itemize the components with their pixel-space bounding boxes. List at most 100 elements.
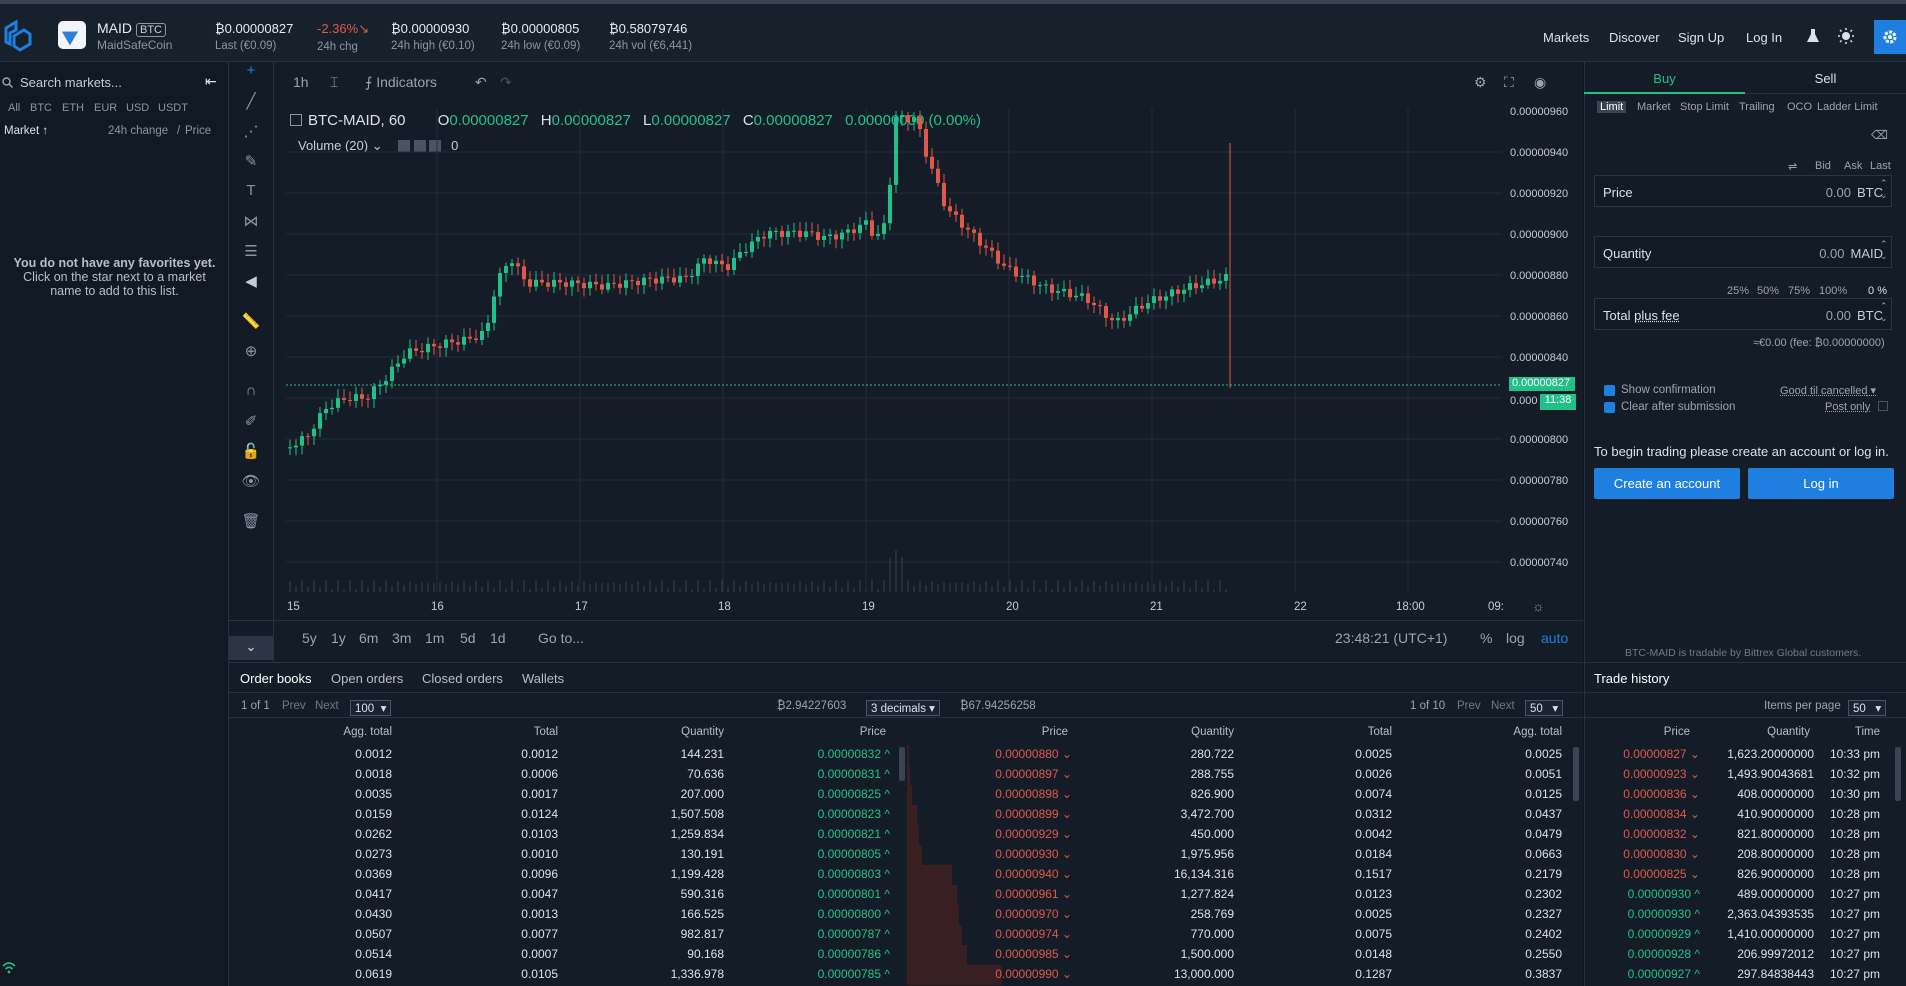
chevron-down-icon[interactable]: ⌄	[229, 636, 273, 660]
trade-col-quantity[interactable]: Quantity	[1767, 726, 1810, 738]
flask-icon[interactable]	[1806, 28, 1820, 44]
fullscreen-icon[interactable]: ⛶	[1504, 74, 1514, 90]
decimals-select[interactable]: 3 decimals ▾	[866, 700, 940, 716]
post-only-checkbox[interactable]	[1878, 401, 1888, 411]
quantity-stepper[interactable]: ⌃ ⌄	[1880, 239, 1888, 261]
range-5d[interactable]: 5d	[460, 630, 476, 646]
log-scale-toggle[interactable]: log	[1506, 630, 1525, 646]
order-book-row[interactable]: 0.0507 0.0077 982.817 0.00000787 ^ 0.0000097…	[229, 925, 1583, 945]
range-6m[interactable]: 6m	[359, 630, 379, 646]
filter-usdt[interactable]: USDT	[158, 102, 188, 114]
tab-wallets[interactable]: Wallets	[522, 671, 565, 686]
total-field[interactable]: Total plus fee 0.00 BTC	[1594, 298, 1892, 330]
lock-icon[interactable]: 🔓	[241, 443, 261, 460]
asks-scrollbar[interactable]	[1573, 747, 1579, 801]
ask-col-quantity[interactable]: Quantity	[1191, 726, 1234, 738]
quantity-input[interactable]: 0.00	[1819, 246, 1845, 261]
pct-100[interactable]: 100%	[1819, 285, 1848, 297]
bid-col-total[interactable]: Total	[533, 726, 558, 738]
sun-icon[interactable]	[1838, 28, 1854, 44]
trend-line-icon[interactable]: ╱	[246, 93, 256, 110]
price-stepper[interactable]: ⌃ ⌄	[1880, 178, 1888, 200]
nav-markets[interactable]: Markets	[1543, 30, 1590, 45]
order-book-row[interactable]: 0.0430 0.0013 166.525 0.00000800 ^ 0.0000097…	[229, 905, 1583, 925]
col-market[interactable]: Market ↑	[4, 125, 49, 137]
type-market[interactable]: Market	[1637, 101, 1671, 113]
market-search[interactable]: Search markets... ⇤	[0, 68, 229, 96]
percent-scale-toggle[interactable]: %	[1480, 630, 1493, 646]
type-ladder-limit[interactable]: Ladder Limit	[1817, 101, 1878, 113]
filter-usd[interactable]: USD	[126, 102, 150, 114]
type-trailing[interactable]: Trailing	[1739, 101, 1775, 113]
filter-btc[interactable]: BTC	[30, 102, 52, 114]
redo-icon[interactable]: ↷	[500, 74, 512, 90]
create-account-button[interactable]: Create an account	[1594, 468, 1740, 499]
ask-col-price[interactable]: Price	[1041, 726, 1068, 738]
pct-75[interactable]: 75%	[1788, 285, 1811, 297]
price-input[interactable]: 0.00	[1825, 185, 1851, 200]
range-1y[interactable]: 1y	[331, 630, 346, 646]
asks-next[interactable]: Next	[1491, 700, 1515, 712]
clear-after-checkbox[interactable]	[1604, 402, 1615, 413]
filter-eur[interactable]: EUR	[94, 102, 118, 114]
trade-col-price[interactable]: Price	[1663, 726, 1690, 738]
order-book-row[interactable]: 0.0012 0.0012 144.231 0.00000832 ^ 0.0000088…	[229, 745, 1583, 765]
type-limit[interactable]: Limit	[1597, 101, 1627, 113]
chart-settings-icon[interactable]: ⚙	[1474, 74, 1487, 90]
items-per-page-select[interactable]: 50 ▾	[1848, 700, 1887, 716]
tab-sell[interactable]: Sell	[1745, 62, 1906, 94]
fib-icon[interactable]: ⋰	[243, 123, 259, 140]
time-in-force-select[interactable]: Good til cancelled ▾	[1780, 385, 1877, 397]
plus-fee-link[interactable]: plus fee	[1634, 308, 1680, 323]
price-field[interactable]: Price 0.00 BTC	[1594, 175, 1892, 207]
order-book-row[interactable]: 0.0262 0.0103 1,259.834 0.00000821 ^ 0.00000…	[229, 825, 1583, 845]
candle-type-icon[interactable]: ⌶	[330, 74, 339, 90]
order-book-row[interactable]: 0.0514 0.0007 90.168 0.00000786 ^ 0.00000985…	[229, 945, 1583, 965]
asks-prev[interactable]: Prev	[1457, 700, 1481, 712]
price-adjust-icon[interactable]: ⇌	[1788, 161, 1798, 173]
price-chart[interactable]	[286, 108, 1502, 592]
bittrex-logo-icon[interactable]	[2, 18, 34, 52]
indicators-button[interactable]: ⨍ Indicators	[365, 74, 437, 90]
quick-ask[interactable]: Ask	[1844, 160, 1863, 172]
quick-last[interactable]: Last	[1870, 160, 1891, 172]
text-icon[interactable]: T	[246, 182, 256, 199]
nav-discover[interactable]: Discover	[1609, 30, 1660, 45]
nav-sign-up[interactable]: Sign Up	[1678, 30, 1725, 45]
show-confirmation-checkbox[interactable]	[1604, 385, 1615, 396]
goto-date[interactable]: Go to...	[538, 630, 584, 646]
range-1m[interactable]: 1m	[425, 630, 445, 646]
prediction-icon[interactable]: ☰	[244, 243, 258, 260]
quantity-field[interactable]: Quantity 0.00 MAID	[1594, 236, 1892, 268]
back-arrow-icon[interactable]: ◀	[245, 273, 257, 290]
range-3m[interactable]: 3m	[392, 630, 412, 646]
bid-col-quantity[interactable]: Quantity	[681, 726, 724, 738]
order-book-row[interactable]: 0.0035 0.0017 207.000 0.00000825 ^ 0.0000089…	[229, 785, 1583, 805]
range-1d[interactable]: 1d	[490, 630, 506, 646]
order-book-row[interactable]: 0.0369 0.0096 1,199.428 0.00000803 ^ 0.00000…	[229, 865, 1583, 885]
undo-icon[interactable]: ↶	[475, 74, 487, 90]
pattern-icon[interactable]: ⋈	[243, 213, 259, 230]
order-book-row[interactable]: 0.0018 0.0006 70.636 0.00000831 ^ 0.00000897…	[229, 765, 1583, 785]
ruler-icon[interactable]: 📏	[241, 313, 261, 330]
col-price[interactable]: Price	[185, 125, 212, 137]
tab-order-books[interactable]: Order books	[240, 671, 312, 686]
search-input[interactable]: Search markets...	[20, 75, 122, 90]
type-stop-limit[interactable]: Stop Limit	[1680, 101, 1729, 113]
bids-scrollbar[interactable]	[899, 747, 905, 781]
tab-open-orders[interactable]: Open orders	[331, 671, 404, 686]
brush-icon[interactable]: ✎	[244, 153, 258, 170]
pct-50[interactable]: 50%	[1757, 285, 1780, 297]
pct-25[interactable]: 25%	[1727, 285, 1750, 297]
order-book-row[interactable]: 0.0159 0.0124 1,507.508 0.00000823 ^ 0.00000…	[229, 805, 1583, 825]
trash-icon[interactable]: 🗑	[241, 513, 261, 530]
zoom-in-icon[interactable]: ⊕	[244, 343, 258, 360]
volume-settings-icon[interactable]	[398, 140, 411, 152]
order-book-row[interactable]: 0.0273 0.0010 130.191 0.00000805 ^ 0.0000093…	[229, 845, 1583, 865]
magnet-icon[interactable]: ∩	[245, 382, 257, 399]
bids-page-size[interactable]: 100 ▾	[350, 700, 392, 716]
volume-hide-icon[interactable]	[413, 140, 426, 152]
trade-col-time[interactable]: Time	[1854, 726, 1880, 738]
collapse-panel-icon[interactable]: ⇤	[205, 73, 217, 89]
nav-log-in[interactable]: Log In	[1746, 30, 1783, 45]
